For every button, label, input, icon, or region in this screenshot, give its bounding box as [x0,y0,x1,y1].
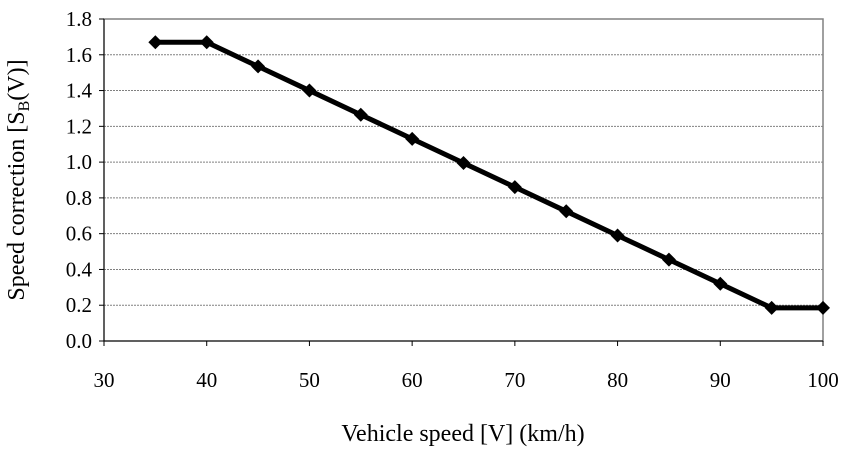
xtick-label-0: 30 [94,368,115,392]
xtick-label-6: 90 [710,368,731,392]
data-markers [148,35,830,315]
xtick-label-4: 70 [504,368,525,392]
xtick-label-2: 50 [299,368,320,392]
ytick-label-2: 0.4 [66,257,93,281]
data-point-0 [148,35,163,50]
series-line-0 [155,39,823,311]
y-axis-title: Speed correction [SB(V)] [4,59,33,300]
data-point-2 [251,59,266,74]
data-point-5 [405,131,420,146]
y-axis-title-main: Speed correction [S [4,111,30,300]
y-axis-title-subscript: B [16,101,33,112]
data-point-7 [507,180,522,195]
x-axis-title: Vehicle speed [V] (km/h) [341,421,584,447]
data-point-8 [559,204,574,219]
ytick-label-1: 0.2 [66,293,92,317]
plot-area-frame [103,18,824,342]
data-point-9 [610,228,625,243]
ytick-label-5: 1.0 [66,150,92,174]
ytick-label-6: 1.2 [66,114,92,138]
data-point-11 [713,276,728,291]
data-point-10 [661,252,676,267]
ytick-label-8: 1.6 [66,43,92,67]
xtick-label-5: 80 [607,368,628,392]
data-point-13 [816,300,830,315]
data-point-3 [302,83,317,98]
grid-lines [104,54,823,306]
ytick-label-4: 0.8 [66,186,92,210]
data-point-6 [456,156,471,171]
x-tick-labels: 30 40 50 60 70 80 90 100 [94,368,839,392]
series-speed-correction [155,39,823,311]
ytick-label-3: 0.6 [66,222,92,246]
data-point-4 [353,107,368,122]
ytick-label-7: 1.4 [66,79,93,103]
xtick-label-7: 100 [807,368,839,392]
data-point-12 [764,300,779,315]
y-tick-labels: 0.0 0.2 0.4 0.6 0.8 1.0 1.2 1.4 1.6 1.8 [66,7,93,353]
xtick-label-1: 40 [196,368,217,392]
ytick-label-0: 0.0 [66,329,92,353]
y-axis-title-tail: (V)] [4,59,30,100]
data-point-1 [199,35,214,50]
axes [99,18,824,346]
xtick-label-3: 60 [402,368,423,392]
ytick-label-9: 1.8 [66,7,92,31]
